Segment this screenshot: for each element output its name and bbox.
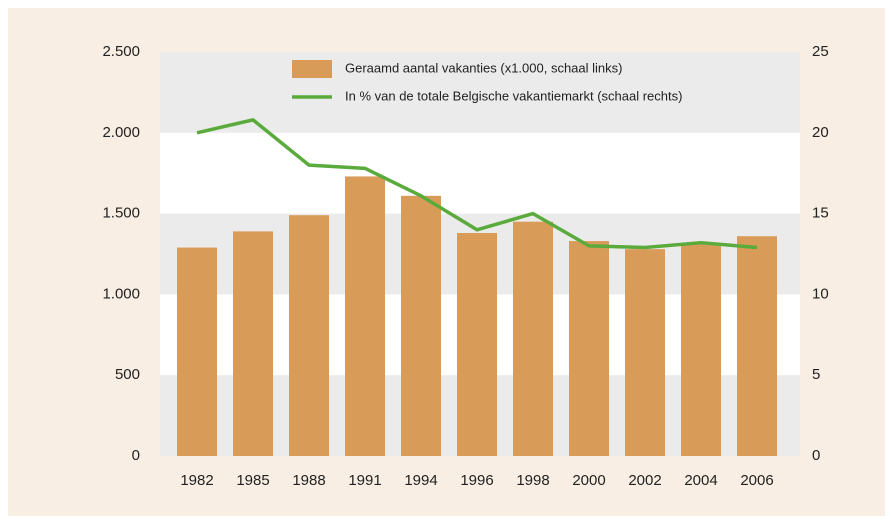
y2-tick-label: 5 (812, 366, 820, 383)
bar (401, 195, 441, 456)
y2-tick-label: 10 (812, 285, 829, 302)
x-tick-label: 2004 (684, 472, 717, 489)
bar (737, 236, 777, 456)
x-tick-label: 1996 (460, 472, 493, 489)
x-tick-label: 2002 (628, 472, 661, 489)
y2-tick-label: 20 (812, 124, 829, 141)
bar (345, 176, 385, 456)
bar (625, 249, 665, 456)
x-tick-label: 1982 (180, 472, 213, 489)
y-tick-label: 1.000 (102, 285, 140, 302)
bar (569, 241, 609, 456)
grid-band (160, 52, 800, 133)
bar (457, 232, 497, 456)
x-tick-label: 1985 (236, 472, 269, 489)
legend-swatch (292, 60, 332, 78)
legend-label: Geraamd aantal vakanties (x1.000, schaal… (345, 60, 622, 75)
x-tick-label: 1988 (292, 472, 325, 489)
y-tick-label: 0 (132, 447, 140, 464)
legend-label: In % van de totale Belgische vakantiemar… (345, 88, 682, 103)
line (196, 118, 758, 250)
y-tick-label: 2.500 (102, 43, 140, 60)
bar (681, 244, 721, 456)
x-tick-label: 1998 (516, 472, 549, 489)
y2-tick-label: 15 (812, 205, 829, 222)
bar (233, 231, 273, 456)
y-tick-label: 1.500 (102, 205, 140, 222)
x-tick-label: 2000 (572, 472, 605, 489)
x-tick-label: 1994 (404, 472, 437, 489)
x-tick-label: 2006 (740, 472, 773, 489)
y2-tick-label: 25 (812, 43, 829, 60)
y2-tick-label: 0 (812, 447, 820, 464)
y-tick-label: 2.000 (102, 124, 140, 141)
bar (513, 221, 553, 456)
y-tick-label: 500 (115, 366, 140, 383)
bar (177, 247, 217, 456)
x-tick-label: 1991 (348, 472, 381, 489)
bar (289, 215, 329, 456)
